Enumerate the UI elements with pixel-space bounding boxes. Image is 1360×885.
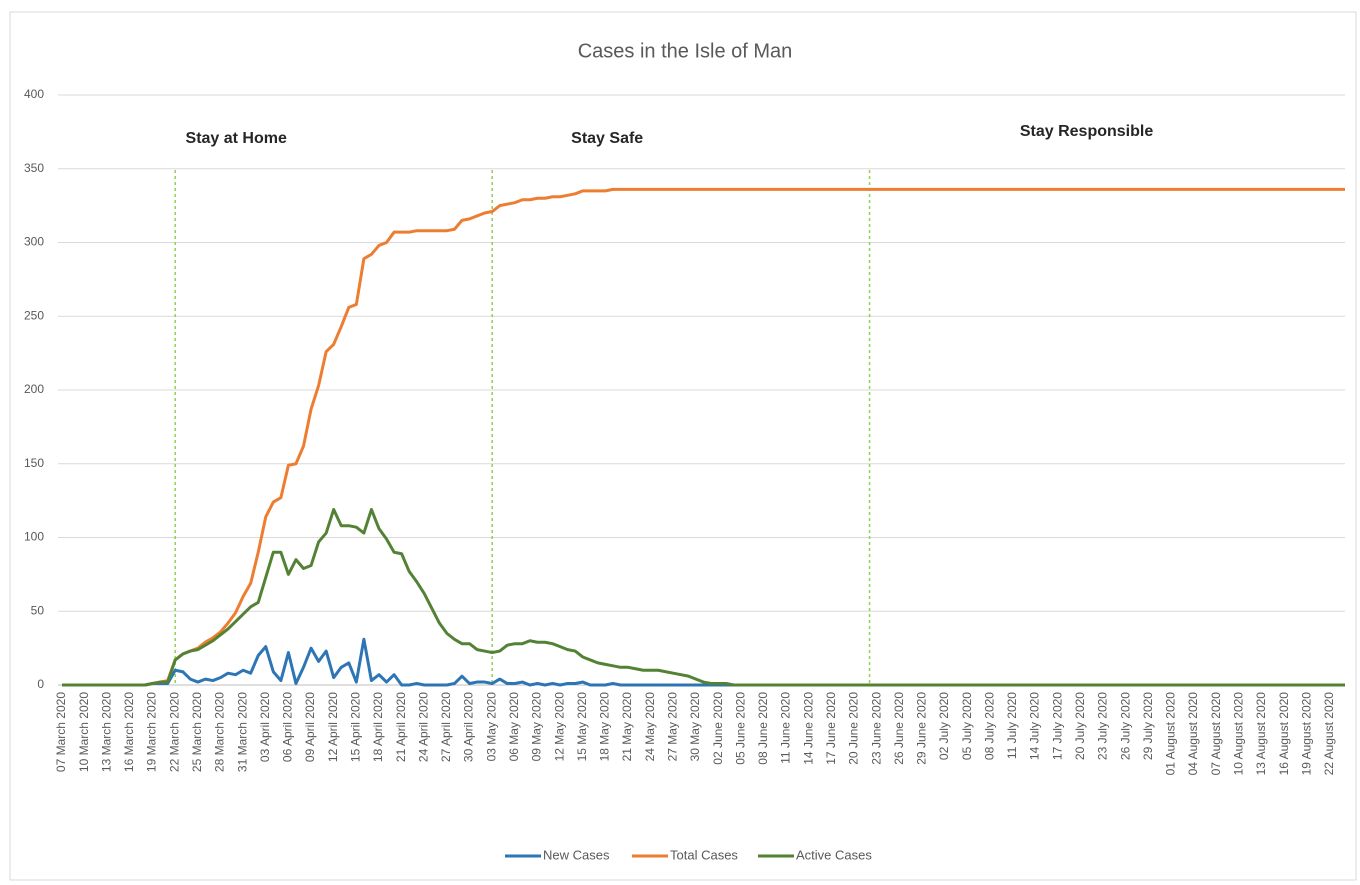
x-tick-label: 08 June 2020 <box>756 692 770 765</box>
x-tick-label: 11 June 2020 <box>779 692 793 764</box>
x-tick-label: 30 May 2020 <box>688 692 702 762</box>
y-tick-label: 350 <box>24 161 44 175</box>
x-tick-label: 14 July 2020 <box>1028 692 1042 760</box>
x-tick-label: 17 July 2020 <box>1050 692 1064 760</box>
x-tick-label: 15 May 2020 <box>575 692 589 762</box>
x-tick-label: 16 March 2020 <box>122 692 136 772</box>
x-tick-label: 14 June 2020 <box>801 692 815 765</box>
legend-label: Total Cases <box>670 847 738 862</box>
x-tick-label: 06 May 2020 <box>507 692 521 762</box>
x-tick-label: 01 August 2020 <box>1164 692 1178 776</box>
x-tick-label: 13 March 2020 <box>99 692 113 772</box>
x-tick-label: 03 April 2020 <box>258 692 272 762</box>
y-tick-label: 400 <box>24 87 44 101</box>
x-tick-label: 10 March 2020 <box>77 692 91 772</box>
series-line <box>62 507 1345 687</box>
x-tick-label: 22 August 2020 <box>1322 692 1336 776</box>
x-tick-label: 24 May 2020 <box>643 692 657 762</box>
x-tick-label: 07 March 2020 <box>54 692 68 772</box>
x-tick-label: 06 April 2020 <box>281 692 295 762</box>
x-tick-label: 10 August 2020 <box>1232 692 1246 776</box>
y-tick-label: 100 <box>24 530 44 544</box>
x-tick-label: 03 May 2020 <box>484 692 498 762</box>
x-tick-label: 21 May 2020 <box>620 692 634 762</box>
x-tick-label: 18 May 2020 <box>598 692 612 762</box>
y-tick-label: 150 <box>24 456 44 470</box>
x-tick-label: 16 August 2020 <box>1277 692 1291 776</box>
phase-label: Stay Responsible <box>1020 123 1153 140</box>
x-tick-label: 05 July 2020 <box>960 692 974 760</box>
y-tick-label: 50 <box>31 603 45 617</box>
x-tick-label: 13 August 2020 <box>1254 692 1268 776</box>
x-tick-label: 22 March 2020 <box>167 692 181 772</box>
x-tick-label: 02 July 2020 <box>937 692 951 760</box>
legend-label: New Cases <box>543 847 610 862</box>
phase-label: Stay Safe <box>571 130 643 147</box>
x-tick-label: 15 April 2020 <box>349 692 363 762</box>
x-tick-label: 26 July 2020 <box>1118 692 1132 760</box>
x-tick-label: 19 March 2020 <box>145 692 159 772</box>
y-tick-label: 300 <box>24 235 44 249</box>
x-tick-label: 20 July 2020 <box>1073 692 1087 760</box>
x-tick-label: 23 June 2020 <box>869 692 883 765</box>
legend-label: Active Cases <box>796 847 872 862</box>
y-tick-label: 200 <box>24 382 44 396</box>
x-tick-label: 20 June 2020 <box>847 692 861 765</box>
x-tick-label: 18 April 2020 <box>371 692 385 762</box>
x-tick-label: 30 April 2020 <box>462 692 476 762</box>
chart-frame <box>9 11 1357 881</box>
x-tick-label: 29 June 2020 <box>915 692 929 765</box>
x-tick-label: 27 April 2020 <box>439 692 453 762</box>
y-tick-label: 250 <box>24 308 44 322</box>
x-tick-label: 08 July 2020 <box>982 692 996 760</box>
x-tick-label: 23 July 2020 <box>1096 692 1110 760</box>
series-line <box>62 187 1345 687</box>
x-tick-label: 17 June 2020 <box>824 692 838 765</box>
x-tick-label: 24 April 2020 <box>416 692 430 762</box>
x-tick-label: 09 May 2020 <box>530 692 544 762</box>
x-tick-label: 26 June 2020 <box>892 692 906 765</box>
y-tick-label: 0 <box>37 677 44 691</box>
x-tick-label: 11 July 2020 <box>1005 692 1019 759</box>
chart-title: Cases in the Isle of Man <box>578 40 793 62</box>
x-tick-label: 09 April 2020 <box>303 692 317 762</box>
x-tick-label: 31 March 2020 <box>235 692 249 772</box>
x-tick-label: 05 June 2020 <box>733 692 747 765</box>
x-tick-label: 07 August 2020 <box>1209 692 1223 776</box>
x-tick-label: 12 May 2020 <box>552 692 566 762</box>
x-tick-label: 27 May 2020 <box>665 692 679 762</box>
x-tick-label: 04 August 2020 <box>1186 692 1200 776</box>
x-tick-label: 25 March 2020 <box>190 692 204 772</box>
x-tick-label: 21 April 2020 <box>394 692 408 762</box>
x-tick-label: 29 July 2020 <box>1141 692 1155 760</box>
x-tick-label: 12 April 2020 <box>326 692 340 762</box>
x-tick-label: 28 March 2020 <box>213 692 227 772</box>
phase-label: Stay at Home <box>186 130 287 147</box>
x-tick-label: 02 June 2020 <box>711 692 725 765</box>
x-tick-label: 19 August 2020 <box>1299 692 1313 776</box>
